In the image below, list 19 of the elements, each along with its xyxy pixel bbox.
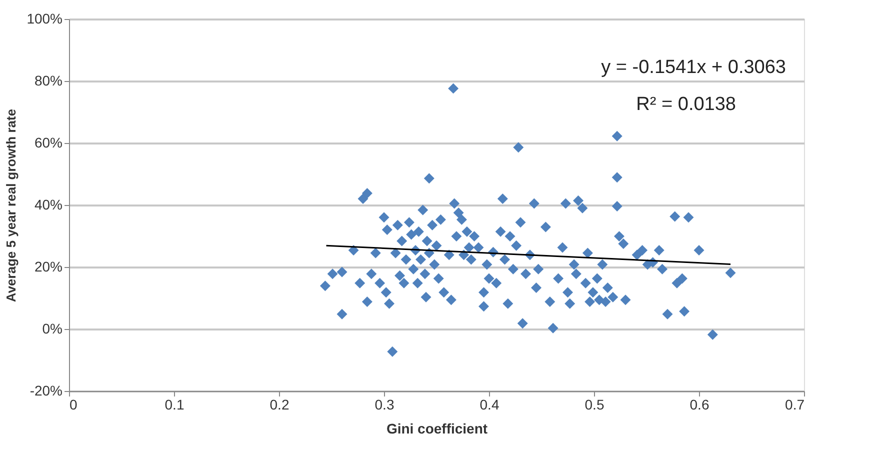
- annotation: R² = 0.0138: [636, 94, 736, 115]
- y-tick-label: 20%: [34, 258, 62, 274]
- x-tick-label: 0.6: [690, 396, 710, 412]
- y-tick-label: 100%: [26, 10, 62, 26]
- x-tick-label: 0.7: [785, 396, 805, 412]
- x-tick-label: 0: [70, 396, 78, 412]
- y-tick-label: -20%: [30, 382, 62, 398]
- x-axis-title: Gini coefficient: [386, 420, 488, 436]
- y-axis-title: Average 5 year real growth rate: [4, 108, 19, 302]
- y-tick-label: 0%: [42, 320, 62, 336]
- y-tick-label: 80%: [34, 72, 62, 88]
- x-tick-label: 0.4: [480, 396, 500, 412]
- y-tick-label: 40%: [34, 196, 62, 212]
- x-tick-label: 0.5: [584, 396, 604, 412]
- y-tick-label: 60%: [34, 134, 62, 150]
- annotation: y = -0.1541x + 0.3063: [601, 57, 786, 78]
- x-tick-label: 0.1: [164, 396, 184, 412]
- x-tick-label: 0.2: [270, 396, 290, 412]
- x-tick-label: 0.3: [374, 396, 394, 412]
